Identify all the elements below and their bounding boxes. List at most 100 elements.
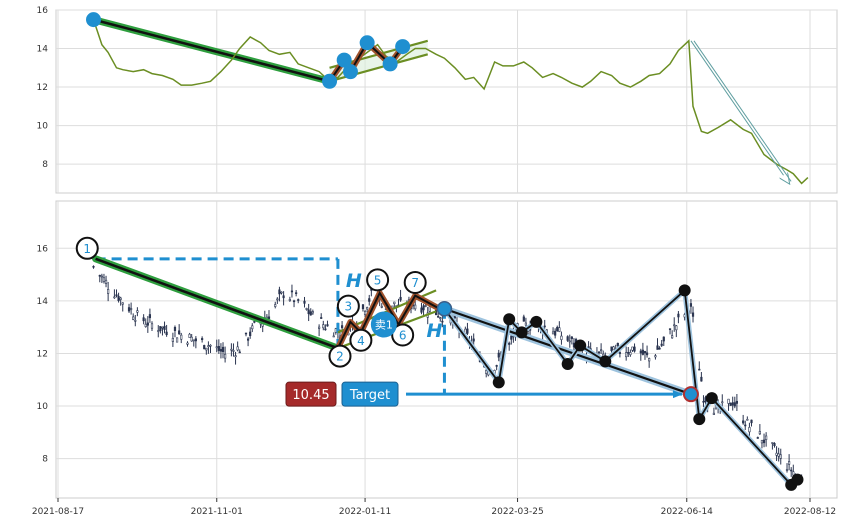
- candle-body: [750, 419, 753, 424]
- candle-body: [190, 336, 193, 342]
- candle-body: [363, 310, 367, 315]
- point-label-circle: [349, 328, 373, 352]
- candle-body: [424, 305, 427, 307]
- candle-body: [305, 308, 308, 310]
- projection-arrow-line: [690, 40, 789, 184]
- candle-body: [566, 336, 569, 341]
- candle-body: [322, 324, 325, 329]
- candle-body: [466, 328, 469, 334]
- candle-body: [178, 330, 181, 335]
- candle-body: [600, 349, 603, 352]
- bottom-pattern-polyline: [92, 255, 446, 352]
- candle-body: [756, 437, 759, 439]
- point-label-circle: [328, 344, 352, 368]
- point-label-text: 3: [345, 300, 353, 314]
- candle-body: [117, 295, 120, 302]
- candle-body: [171, 337, 174, 342]
- candle-body: [146, 322, 149, 326]
- downtrend-black: [93, 18, 330, 83]
- candle-body: [671, 335, 674, 339]
- candle-body: [771, 442, 774, 444]
- candle-body: [673, 324, 676, 327]
- candle-body: [188, 333, 191, 338]
- candle-body: [217, 346, 220, 351]
- candle-body: [230, 348, 233, 351]
- candle-body: [648, 358, 651, 362]
- candle-body: [119, 297, 122, 300]
- candle-body: [744, 424, 747, 427]
- top-price-line: [92, 19, 809, 185]
- swing-points: [436, 284, 804, 491]
- candle-body: [276, 298, 279, 301]
- candle-body: [234, 355, 237, 358]
- candle-body: [654, 355, 657, 358]
- candle-body: [746, 418, 749, 421]
- candle-body: [497, 352, 500, 358]
- top-y-tick-label: 12: [37, 83, 48, 93]
- height-label: H: [346, 270, 362, 292]
- top-y-tick-label: 8: [42, 160, 48, 170]
- point-label-text: 1: [83, 242, 91, 256]
- swing-point: [492, 376, 505, 389]
- candle-body: [656, 345, 659, 350]
- candle-body: [420, 307, 423, 313]
- candle-body: [779, 454, 782, 459]
- candle-body: [641, 349, 644, 355]
- candle-body: [157, 330, 160, 332]
- candle-body: [251, 325, 254, 330]
- swing-point: [678, 284, 691, 297]
- candle-body: [645, 352, 649, 356]
- candle-body: [508, 342, 511, 345]
- candle-body: [742, 420, 745, 424]
- candle-body: [510, 335, 513, 340]
- candle-body: [102, 277, 106, 282]
- candle-body: [758, 431, 761, 435]
- top-y-gridlines: [56, 9, 837, 165]
- candle-body: [729, 402, 732, 406]
- pattern-point: [342, 64, 358, 80]
- bottom-y-tick-label: 10: [37, 402, 49, 412]
- x-tick-label: 2021-11-01: [191, 507, 243, 517]
- top-projection-arrow: [690, 40, 792, 184]
- point-label-circle: [75, 236, 99, 260]
- candle-body: [773, 443, 776, 446]
- candle-body: [700, 376, 703, 382]
- height-label: H: [426, 320, 442, 342]
- candle-body: [437, 315, 440, 318]
- pattern-point: [359, 35, 375, 51]
- candle-body: [691, 312, 695, 317]
- candle-body: [280, 291, 283, 294]
- candle-body: [332, 335, 335, 338]
- candle-body: [361, 304, 365, 310]
- candle-body: [320, 317, 323, 319]
- candle-body: [788, 461, 791, 465]
- swing-point: [705, 392, 718, 405]
- candle-body: [721, 401, 724, 404]
- point-label-text: 6: [399, 329, 407, 343]
- candle-body: [414, 304, 417, 310]
- bottom-y-tick-label: 16: [37, 244, 49, 254]
- candle-body: [175, 337, 179, 343]
- point-label-text: 2: [336, 350, 344, 364]
- bottom-y-tick-label: 14: [37, 297, 49, 307]
- pattern-point: [86, 12, 102, 28]
- candle-body: [246, 338, 250, 341]
- top-downtrend-line: [90, 16, 334, 85]
- candle-body: [201, 338, 204, 341]
- candle-body: [130, 308, 133, 310]
- candle-body: [127, 307, 131, 312]
- candle-body: [495, 365, 498, 367]
- candle-body: [399, 296, 402, 301]
- candle-body: [98, 274, 101, 277]
- swing-point: [530, 315, 543, 328]
- candle-body: [121, 302, 124, 305]
- candle-body: [393, 301, 396, 305]
- candle-body: [292, 300, 296, 303]
- candle-body: [165, 331, 168, 336]
- swing-point: [693, 413, 706, 426]
- candle-body: [207, 345, 210, 348]
- candle-body: [244, 332, 248, 335]
- swing-point: [599, 355, 612, 368]
